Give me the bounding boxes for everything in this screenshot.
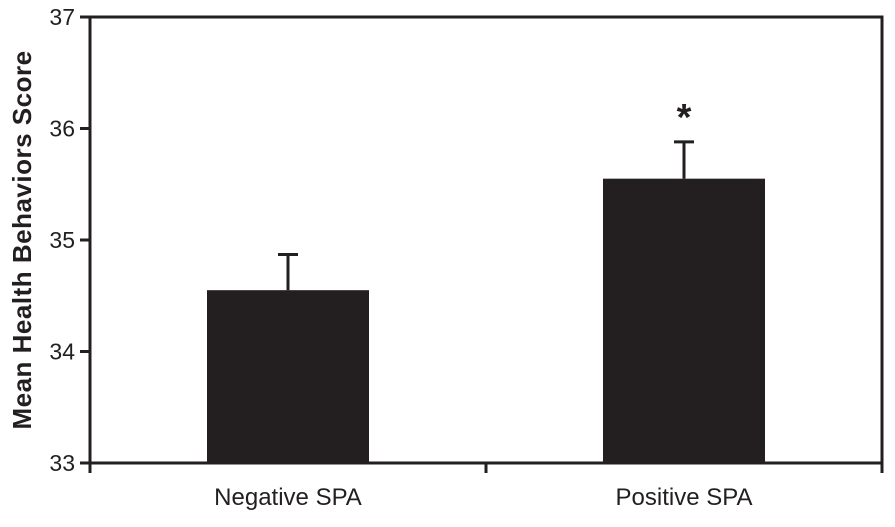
- y-tick-label: 35: [49, 227, 75, 253]
- y-axis-title: Mean Health Behaviors Score: [7, 50, 37, 429]
- error-bars: [278, 140, 694, 291]
- y-tick-label: 34: [49, 339, 75, 365]
- bars: [207, 178, 765, 464]
- y-tick-label: 36: [49, 116, 75, 142]
- x-category-label: Negative SPA: [214, 484, 362, 511]
- bar-negative-spa: [207, 290, 369, 463]
- x-category-label: Positive SPA: [616, 484, 753, 511]
- bar-positive-spa: [603, 178, 765, 464]
- x-category-labels: Negative SPA Positive SPA: [214, 484, 752, 511]
- y-tick-label: 33: [49, 450, 75, 476]
- y-tick-label: 37: [49, 4, 75, 30]
- y-axis-ticks: 33 34 35 36 37: [49, 4, 90, 476]
- x-axis-ticks: [88, 463, 884, 473]
- significance-annotations: *: [677, 97, 692, 139]
- significance-asterisk: *: [677, 97, 692, 139]
